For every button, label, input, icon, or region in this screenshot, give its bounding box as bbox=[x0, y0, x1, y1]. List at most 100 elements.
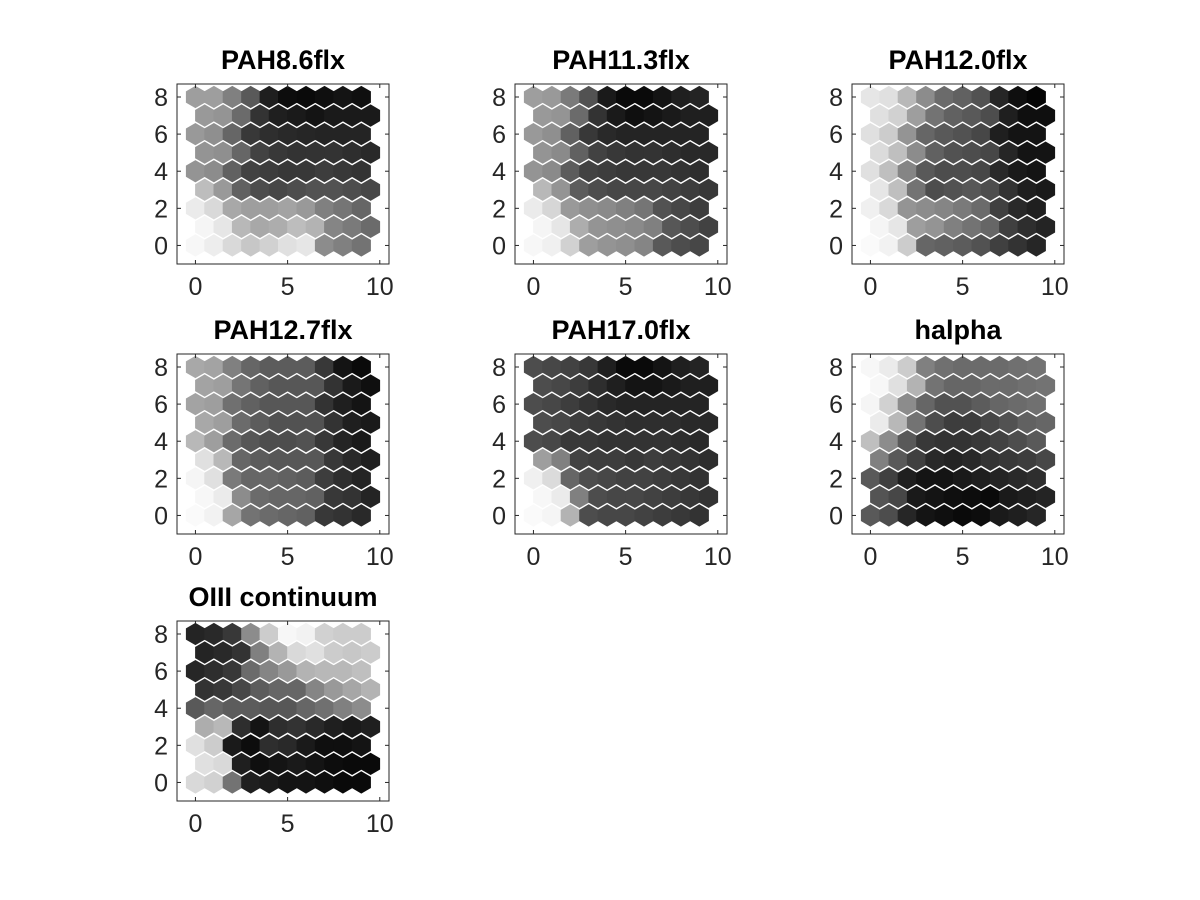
hex-cell bbox=[906, 215, 927, 238]
hex-cell bbox=[962, 141, 982, 164]
y-tick-label: 2 bbox=[492, 195, 506, 223]
hex-cell bbox=[305, 678, 325, 701]
hex-cell bbox=[888, 178, 908, 201]
hex-cell bbox=[906, 411, 927, 434]
hex-cell bbox=[671, 393, 691, 416]
hex-cell bbox=[204, 660, 224, 683]
hex-cell bbox=[324, 752, 344, 775]
hex-cell bbox=[888, 374, 908, 397]
hex-cell bbox=[652, 85, 673, 109]
hex-cell bbox=[314, 197, 335, 220]
hex-cell bbox=[634, 123, 654, 146]
panel-title: halpha bbox=[914, 315, 1002, 345]
hex-cell bbox=[268, 485, 288, 508]
hex-cell bbox=[533, 485, 553, 508]
hex-cell bbox=[616, 123, 636, 146]
hex-cell bbox=[689, 160, 709, 183]
y-tick-label: 0 bbox=[154, 232, 168, 260]
hex-cell bbox=[579, 234, 599, 257]
hex-cell bbox=[241, 734, 261, 757]
hex-cell bbox=[351, 160, 371, 183]
hex-cell bbox=[185, 234, 205, 257]
hex-cell bbox=[934, 355, 954, 379]
hex-cell bbox=[943, 104, 963, 127]
hex-cell bbox=[333, 123, 353, 146]
x-tick-label: 0 bbox=[526, 273, 540, 301]
hex-cell bbox=[971, 504, 991, 527]
hex-cell bbox=[551, 411, 571, 434]
x-tick-label: 10 bbox=[366, 543, 394, 571]
hex-cell bbox=[870, 104, 890, 127]
hex-cell bbox=[1026, 234, 1046, 257]
hex-cell bbox=[324, 104, 344, 127]
hex-cell bbox=[860, 123, 880, 146]
hex-cell bbox=[204, 160, 224, 183]
hex-cell bbox=[551, 485, 571, 508]
hex-cell bbox=[342, 374, 362, 397]
hex-cell bbox=[934, 160, 954, 183]
hex-cell bbox=[616, 393, 636, 416]
hex-cell bbox=[195, 374, 215, 397]
hex-cell bbox=[241, 697, 261, 720]
hex-cell bbox=[213, 104, 233, 127]
hex-cell bbox=[588, 141, 608, 164]
hex-cell bbox=[971, 430, 991, 453]
hex-cell bbox=[333, 234, 353, 257]
y-tick-label: 6 bbox=[492, 391, 506, 419]
hex-cell bbox=[241, 393, 261, 416]
hex-cell bbox=[204, 622, 224, 646]
hex-cell bbox=[916, 197, 936, 220]
hex-cell bbox=[305, 641, 325, 664]
hex-cell bbox=[259, 660, 279, 683]
y-tick-label: 2 bbox=[492, 465, 506, 493]
hex-cell bbox=[652, 197, 673, 220]
hex-cell bbox=[231, 485, 252, 508]
y-tick-label: 0 bbox=[154, 769, 168, 797]
hex-cell bbox=[241, 160, 261, 183]
x-tick-label: 0 bbox=[526, 543, 540, 571]
hex-cell bbox=[989, 504, 1010, 527]
hex-cell bbox=[1036, 215, 1056, 238]
hex-cell bbox=[222, 622, 242, 646]
hex-cell bbox=[680, 104, 700, 127]
hex-cell bbox=[241, 355, 261, 379]
hex-cell bbox=[213, 141, 233, 164]
hex-cell bbox=[314, 467, 335, 490]
y-tick-label: 8 bbox=[829, 354, 843, 382]
hex-cell bbox=[195, 141, 215, 164]
hex-cell bbox=[689, 355, 709, 379]
hex-cell bbox=[259, 622, 279, 646]
hex-cell bbox=[643, 104, 663, 127]
hex-cell bbox=[962, 374, 982, 397]
hex-cell bbox=[689, 393, 709, 416]
hex-cell bbox=[680, 215, 700, 238]
hex-cell bbox=[195, 678, 215, 701]
hex-cell bbox=[897, 123, 917, 146]
hex-cell bbox=[231, 448, 252, 471]
hex-cell bbox=[689, 234, 709, 257]
hex-cell bbox=[259, 697, 279, 720]
hex-cell bbox=[634, 160, 654, 183]
hex-cell bbox=[971, 234, 991, 257]
hex-cell bbox=[671, 160, 691, 183]
hex-cell bbox=[943, 411, 963, 434]
hex-cell bbox=[204, 697, 224, 720]
hex-cell bbox=[305, 374, 325, 397]
hex-cell bbox=[989, 393, 1010, 416]
hex-cell bbox=[195, 178, 215, 201]
hex-cell bbox=[870, 411, 890, 434]
hex-cell bbox=[579, 85, 599, 109]
hex-cell bbox=[523, 123, 543, 146]
hex-cell bbox=[1008, 355, 1028, 379]
hex-cell bbox=[361, 641, 381, 664]
hex-cell bbox=[1008, 430, 1028, 453]
hex-cell bbox=[250, 678, 270, 701]
hex-cell bbox=[333, 430, 353, 453]
hex-cell bbox=[204, 430, 224, 453]
y-tick-label: 4 bbox=[154, 695, 168, 723]
hex-cell bbox=[597, 467, 617, 490]
hex-cell bbox=[671, 467, 691, 490]
hex-cell bbox=[606, 178, 626, 201]
hex-cell bbox=[980, 411, 1000, 434]
hex-cell bbox=[916, 160, 936, 183]
